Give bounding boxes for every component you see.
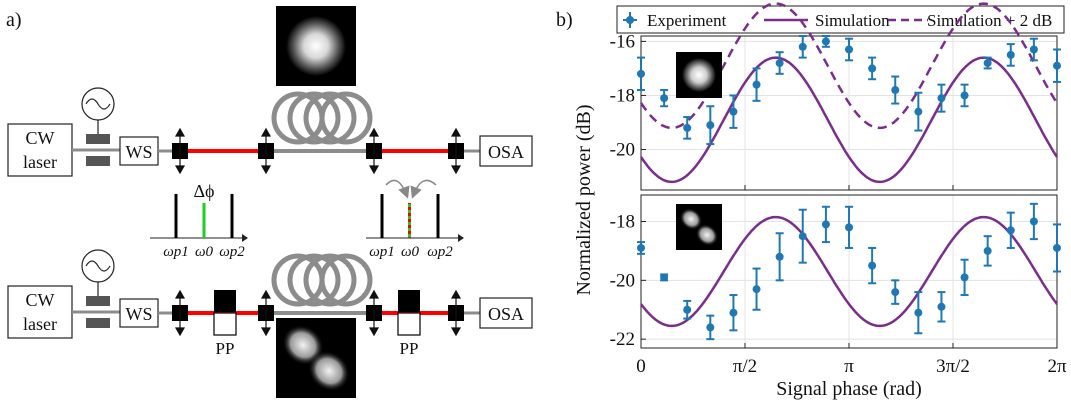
legend: Experiment Simulation Simulation + 2 dB [616,5,1065,34]
experiment-point [937,291,946,323]
lp11-mode-image [276,318,356,398]
phase-plate-right [398,290,420,312]
panel-b-label: b) [556,9,573,31]
x-tick-label: π/2 [733,356,757,377]
experiment-point [983,56,992,70]
experiment-point [775,51,784,75]
experiment-point [821,205,830,244]
x-axis-label: Signal phase (rad) [776,378,922,400]
experiment-point [660,273,669,282]
omega-0-label-right: ω0 [401,244,420,260]
setup-bottom: CW laser WS PP PP OSA [7,249,533,358]
experiment-point [983,235,992,267]
x-tick-label: 0 [636,356,646,377]
legend-simulation-plus: Simulation + 2 dB [927,11,1052,30]
experiment-point [868,56,877,81]
simulation-line [640,215,1058,328]
experiment-point [729,94,738,129]
experiment-point [891,279,900,305]
experiment-point [960,258,969,297]
cw-laser-label-1-bottom: CW [26,290,55,310]
experiment-point [752,267,761,311]
experiment-point [683,116,692,140]
cw-laser-label-1: CW [26,128,55,148]
ws-box [119,136,159,166]
experiment-point [660,89,669,108]
ws-label-bottom: WS [126,304,153,324]
osa-box [479,135,533,167]
experiment-point [1052,223,1061,273]
phase-modulator-icon [86,134,110,144]
experiment-point [821,35,830,48]
experiment-point [1052,48,1061,83]
experiment-point [775,232,784,282]
omega-p1-label: ωp1 [163,244,189,260]
phase-plate-left [214,290,236,312]
experiment-point [798,208,807,264]
x-tick-label: 3π/2 [936,356,970,377]
inset-lp11-mode [676,204,722,250]
experiment-point [706,314,715,341]
omega-0-label: ω0 [195,244,214,260]
experiment-point [868,246,877,285]
y-tick-label: -18 [610,211,635,232]
fiber-coil-icon-bottom [271,253,373,307]
legend-simulation: Simulation [815,11,890,30]
pp-label-right: PP [400,339,419,358]
omega-p2-label-right: ωp2 [427,244,453,260]
cw-laser-box [7,123,73,177]
y-tick-label: -16 [610,31,635,52]
cw-laser-label-2: laser [23,152,57,172]
experiment-point [637,241,645,255]
experiment-point [729,294,738,332]
osa-label: OSA [488,142,524,162]
cw-laser-label-2-bottom: laser [23,314,57,334]
inset-fundamental-mode [676,52,722,98]
osa-label-bottom: OSA [488,304,524,324]
spectrum-right: ωp1 ω0 ωp2 [366,179,464,260]
x-tick-label: π [844,356,854,377]
experiment-point [937,83,946,113]
x-tick-label: 2π [1047,356,1067,377]
experiment-point [1006,211,1015,249]
experiment-point [891,75,900,105]
experiment-point [914,291,923,335]
experiment-point [845,37,854,62]
top-plot: -20 -18 -16 [610,2,1061,191]
y-tick-label: -20 [610,139,635,160]
experiment-point [752,67,761,102]
pp-label-left: PP [216,339,235,358]
experiment-point [1029,202,1038,241]
experiment-point [798,35,807,59]
spectrum-left: Δϕ ωp1 ω0 ωp2 [150,181,248,260]
omega-p2-label: ωp2 [219,244,245,260]
fiber-coil-icon [271,91,373,145]
experiment-point [706,105,715,146]
bottom-plot: 0 π/2 π 3π/2 2π -22 -20 -18 [610,194,1067,377]
y-tick-label: -22 [610,329,635,350]
ws-label: WS [126,142,153,162]
omega-p1-label-right: ωp1 [369,244,395,260]
panel-a-label: a) [6,9,22,31]
y-tick-label: -18 [610,85,635,106]
experiment-point [914,91,923,132]
experiment-point [637,56,645,92]
experiment-point [1029,37,1038,62]
experiment-point [845,205,854,249]
experiment-point [1006,43,1015,67]
delta-phi-label: Δϕ [193,181,214,201]
fundamental-mode-image [276,6,356,86]
experiment-point [683,299,692,320]
setup-top: CW laser WS OSA [7,87,533,177]
experiment-point [960,83,969,108]
y-axis-label: Normalized power (dB) [573,104,595,295]
y-tick-label: -20 [610,270,635,291]
legend-experiment: Experiment [647,11,727,30]
